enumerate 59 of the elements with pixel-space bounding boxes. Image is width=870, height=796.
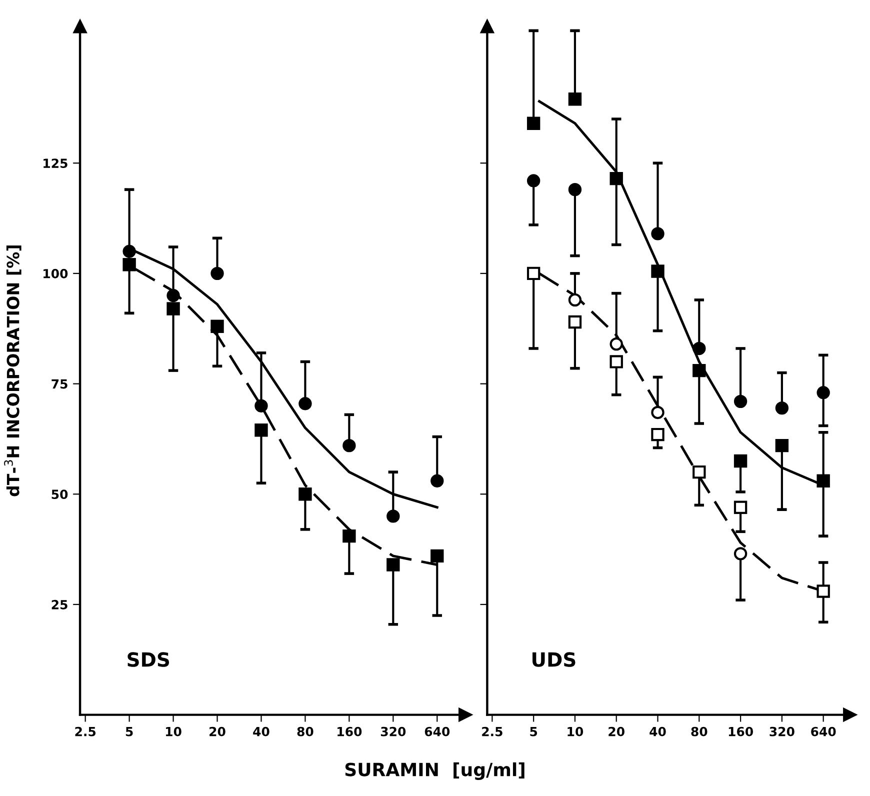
point	[568, 315, 582, 329]
x-tick-label: 320	[770, 726, 794, 736]
point	[166, 302, 180, 316]
x-tick-label: 40	[253, 726, 270, 736]
y-tick-label: 25	[52, 600, 68, 610]
x-tick-label: 2.5	[75, 726, 96, 736]
point	[298, 488, 312, 501]
y-tick-label: 125	[44, 158, 68, 168]
x-tick-label: 80	[297, 726, 314, 736]
x-tick-label: 40	[650, 726, 666, 736]
point	[298, 397, 312, 410]
point	[651, 264, 664, 278]
point	[568, 92, 582, 106]
point	[254, 399, 268, 412]
point	[122, 244, 136, 258]
point	[526, 116, 540, 130]
point	[816, 474, 830, 488]
point	[122, 258, 136, 272]
x-tick-label: 5	[126, 727, 133, 736]
point	[166, 288, 180, 302]
x-tick-label: 5	[530, 727, 538, 736]
y-tick-label: 50	[52, 490, 68, 500]
x-tick-label: 640	[811, 726, 836, 736]
point	[526, 174, 540, 188]
point	[568, 182, 582, 196]
point	[610, 355, 623, 368]
point	[734, 454, 748, 468]
x-tick-label: 80	[691, 726, 708, 736]
point	[254, 424, 268, 437]
point	[210, 266, 224, 280]
y-axis-title: dT-$^{3}$H INCORPORATION [%]	[4, 246, 22, 496]
x-tick-label: 10	[166, 726, 182, 736]
y-tick-label: 100	[44, 268, 68, 278]
point	[734, 500, 748, 514]
point	[342, 438, 356, 452]
x-tick-label: 160	[338, 726, 362, 736]
point	[386, 558, 400, 572]
point	[526, 266, 540, 280]
x-tick-label: 320	[380, 726, 406, 736]
x-tick-label: 20	[608, 726, 624, 736]
point	[430, 474, 444, 488]
point	[342, 529, 356, 543]
point	[775, 438, 789, 452]
x-tick-label: 160	[728, 726, 753, 736]
x-tick-label: 640	[424, 726, 450, 736]
x-tick-label: 10	[568, 726, 584, 736]
annotation: UDS	[532, 652, 576, 667]
point	[692, 465, 706, 479]
annotation: SDS	[128, 652, 170, 667]
point	[692, 364, 706, 378]
point	[610, 172, 623, 186]
point	[210, 320, 224, 333]
point	[386, 510, 400, 523]
point	[651, 428, 664, 442]
x-tick-label: 2.5	[482, 726, 502, 736]
point	[430, 549, 444, 563]
x-axis-title: SURAMIN [ug/ml]	[345, 762, 524, 780]
x-tick-label: 20	[210, 726, 226, 736]
y-tick-label: 75	[52, 379, 68, 389]
